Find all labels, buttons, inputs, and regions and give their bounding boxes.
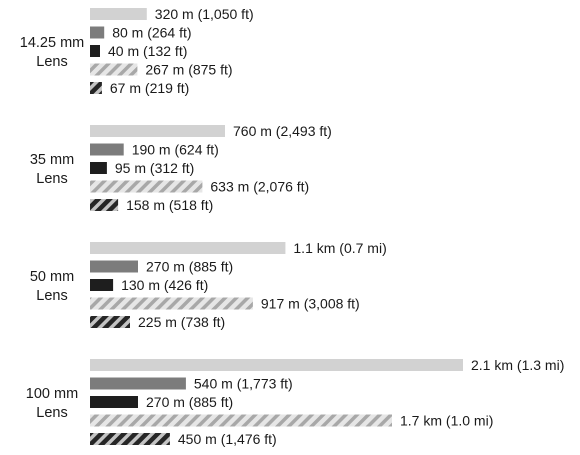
bar — [90, 359, 463, 371]
bar — [90, 199, 119, 211]
category-label: 14.25 mm Lens — [20, 35, 84, 70]
data-label: 225 m (738 ft) — [138, 314, 225, 330]
data-label: 190 m (624 ft) — [132, 142, 219, 158]
bar — [90, 316, 130, 328]
bar — [90, 162, 107, 174]
category-label: 50 mm Lens — [30, 269, 74, 304]
data-label: 270 m (885 ft) — [146, 259, 233, 275]
bar-group: 14.25 mm Lens 320 m (1,050 ft) 80 m (264 ft… — [20, 6, 254, 96]
bar — [90, 63, 138, 76]
data-label: 267 m (875 ft) — [145, 62, 232, 78]
data-label: 540 m (1,773 ft) — [194, 376, 293, 392]
data-label: 158 m (518 ft) — [126, 197, 213, 213]
data-label: 1.1 km (0.7 mi) — [293, 240, 386, 256]
bar — [90, 8, 147, 20]
data-label: 450 m (1,476 ft) — [178, 431, 277, 447]
data-label: 80 m (264 ft) — [112, 25, 191, 41]
bar — [90, 82, 102, 94]
bar — [90, 396, 138, 408]
bar-group: 35 mm Lens 760 m (2,493 ft) 190 m (624 ft) 9… — [30, 123, 332, 213]
data-label: 130 m (426 ft) — [121, 277, 208, 293]
data-label: 760 m (2,493 ft) — [233, 123, 332, 139]
bar — [90, 297, 253, 310]
data-label: 40 m (132 ft) — [108, 43, 187, 59]
bar — [90, 143, 124, 156]
bar — [90, 125, 225, 137]
bar — [90, 377, 186, 390]
category-label: 100 mm Lens — [26, 386, 78, 421]
data-label: 320 m (1,050 ft) — [155, 6, 254, 22]
data-label: 270 m (885 ft) — [146, 394, 233, 410]
bar-group: 100 mm Lens 2.1 km (1.3 mi) 540 m (1,773 ft… — [26, 357, 565, 447]
data-label: 633 m (2,076 ft) — [210, 179, 309, 195]
bar — [90, 433, 170, 445]
data-label: 67 m (219 ft) — [110, 80, 189, 96]
category-label: 35 mm Lens — [30, 152, 74, 187]
bar — [90, 180, 203, 193]
bar-group: 50 mm Lens 1.1 km (0.7 mi) 270 m (885 ft) 13… — [30, 240, 387, 330]
bar — [90, 260, 138, 273]
bar — [90, 414, 392, 427]
data-label: 2.1 km (1.3 mi) — [471, 357, 564, 373]
bar — [90, 45, 100, 57]
data-label: 1.7 km (1.0 mi) — [400, 413, 493, 429]
bar — [90, 279, 114, 291]
bar — [90, 26, 105, 39]
data-label: 917 m (3,008 ft) — [261, 296, 360, 312]
data-label: 95 m (312 ft) — [115, 160, 194, 176]
bar — [90, 242, 286, 254]
bar-groups: 14.25 mm Lens 320 m (1,050 ft) 80 m (264 ft… — [20, 6, 565, 447]
